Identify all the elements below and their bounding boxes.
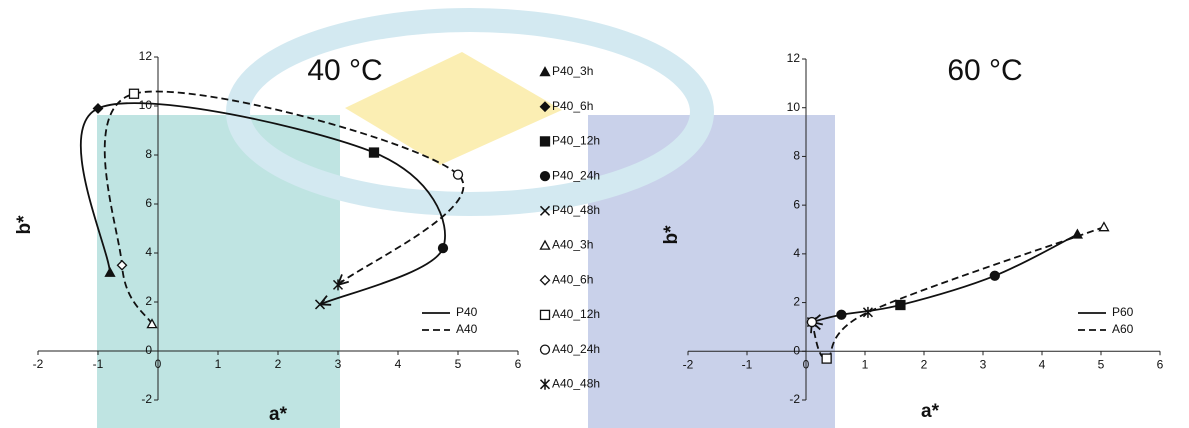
chart-title: 40 °C [307, 54, 382, 87]
marker [896, 301, 905, 310]
legend-marker [541, 310, 550, 319]
marker [439, 244, 448, 253]
legend-marker [541, 137, 550, 146]
x-tick-label: 2 [921, 357, 928, 371]
x-tick-label: 4 [395, 357, 402, 371]
series-line [812, 234, 1078, 322]
marker [822, 354, 831, 363]
legend-label: P40_48h [552, 203, 600, 217]
chart-title: 60 °C [947, 54, 1022, 87]
x-tick-label: 4 [1039, 357, 1046, 371]
x-tick-label: 2 [275, 357, 282, 371]
marker [1099, 223, 1108, 231]
x-tick-label: 3 [980, 357, 987, 371]
legend-marker [541, 241, 550, 249]
x-tick-label: 0 [155, 357, 162, 371]
marker [990, 271, 999, 280]
y-tick-label: 4 [145, 245, 152, 259]
legend-label: A40_24h [552, 342, 600, 356]
y-tick-label: 8 [145, 147, 152, 161]
figure: -2-10123456-202468101240 °Ca*b*P40P40_3h… [0, 0, 1189, 428]
x-tick-label: -2 [33, 357, 44, 371]
legend-marker [541, 379, 550, 390]
y-tick-label: 10 [139, 98, 153, 112]
marker [370, 148, 379, 157]
marker [837, 310, 846, 319]
y-tick-label: 2 [793, 295, 800, 309]
y-tick-label: 12 [787, 51, 801, 65]
legend-marker [541, 345, 550, 354]
legend-label: P40_24h [552, 168, 600, 182]
y-tick-label: 0 [793, 343, 800, 357]
y-tick-label: 4 [793, 246, 800, 260]
legend-label: A40_3h [552, 238, 593, 252]
x-tick-label: 6 [1157, 357, 1164, 371]
y-tick-label: -2 [789, 392, 800, 406]
x-tick-label: 3 [335, 357, 342, 371]
x-axis-label: a* [269, 404, 288, 425]
x-tick-label: 1 [215, 357, 222, 371]
y-tick-label: 2 [145, 294, 152, 308]
legend-marker [541, 172, 550, 181]
y-tick-label: 12 [139, 49, 153, 63]
legend-label: A60 [1112, 322, 1134, 336]
legend-label: A40 [456, 322, 478, 336]
marker [807, 318, 816, 327]
legend-label: P40 [456, 305, 478, 319]
legend-marker [541, 68, 550, 76]
x-tick-label: -1 [742, 357, 753, 371]
x-axis-label: a* [921, 401, 940, 422]
watermark [97, 20, 835, 428]
x-tick-label: 0 [803, 357, 810, 371]
y-tick-label: 6 [793, 197, 800, 211]
y-axis-label: b* [14, 215, 35, 235]
y-tick-label: 10 [787, 100, 801, 114]
legend-label: P40_6h [552, 99, 593, 113]
y-tick-label: 0 [145, 343, 152, 357]
legend-label: A40_6h [552, 272, 593, 286]
marker [454, 170, 463, 179]
legend-marker [541, 276, 550, 285]
x-tick-label: -2 [683, 357, 694, 371]
x-tick-label: 1 [862, 357, 869, 371]
legend-label: P40_3h [552, 64, 593, 78]
marker [130, 89, 139, 98]
x-tick-label: 6 [515, 357, 522, 371]
y-axis-label: b* [661, 225, 682, 245]
series-line [812, 227, 1104, 359]
x-tick-label: 5 [1098, 357, 1105, 371]
legend-label: A40_12h [552, 307, 600, 321]
y-tick-label: 8 [793, 149, 800, 163]
x-tick-label: -1 [93, 357, 104, 371]
y-tick-label: 6 [145, 196, 152, 210]
x-tick-label: 5 [455, 357, 462, 371]
legend-label: P40_12h [552, 134, 600, 148]
legend-label: A40_48h [552, 376, 600, 390]
marker [94, 104, 103, 113]
legend-label: P60 [1112, 305, 1134, 319]
watermark-rect [97, 115, 340, 428]
y-tick-label: -2 [141, 392, 152, 406]
